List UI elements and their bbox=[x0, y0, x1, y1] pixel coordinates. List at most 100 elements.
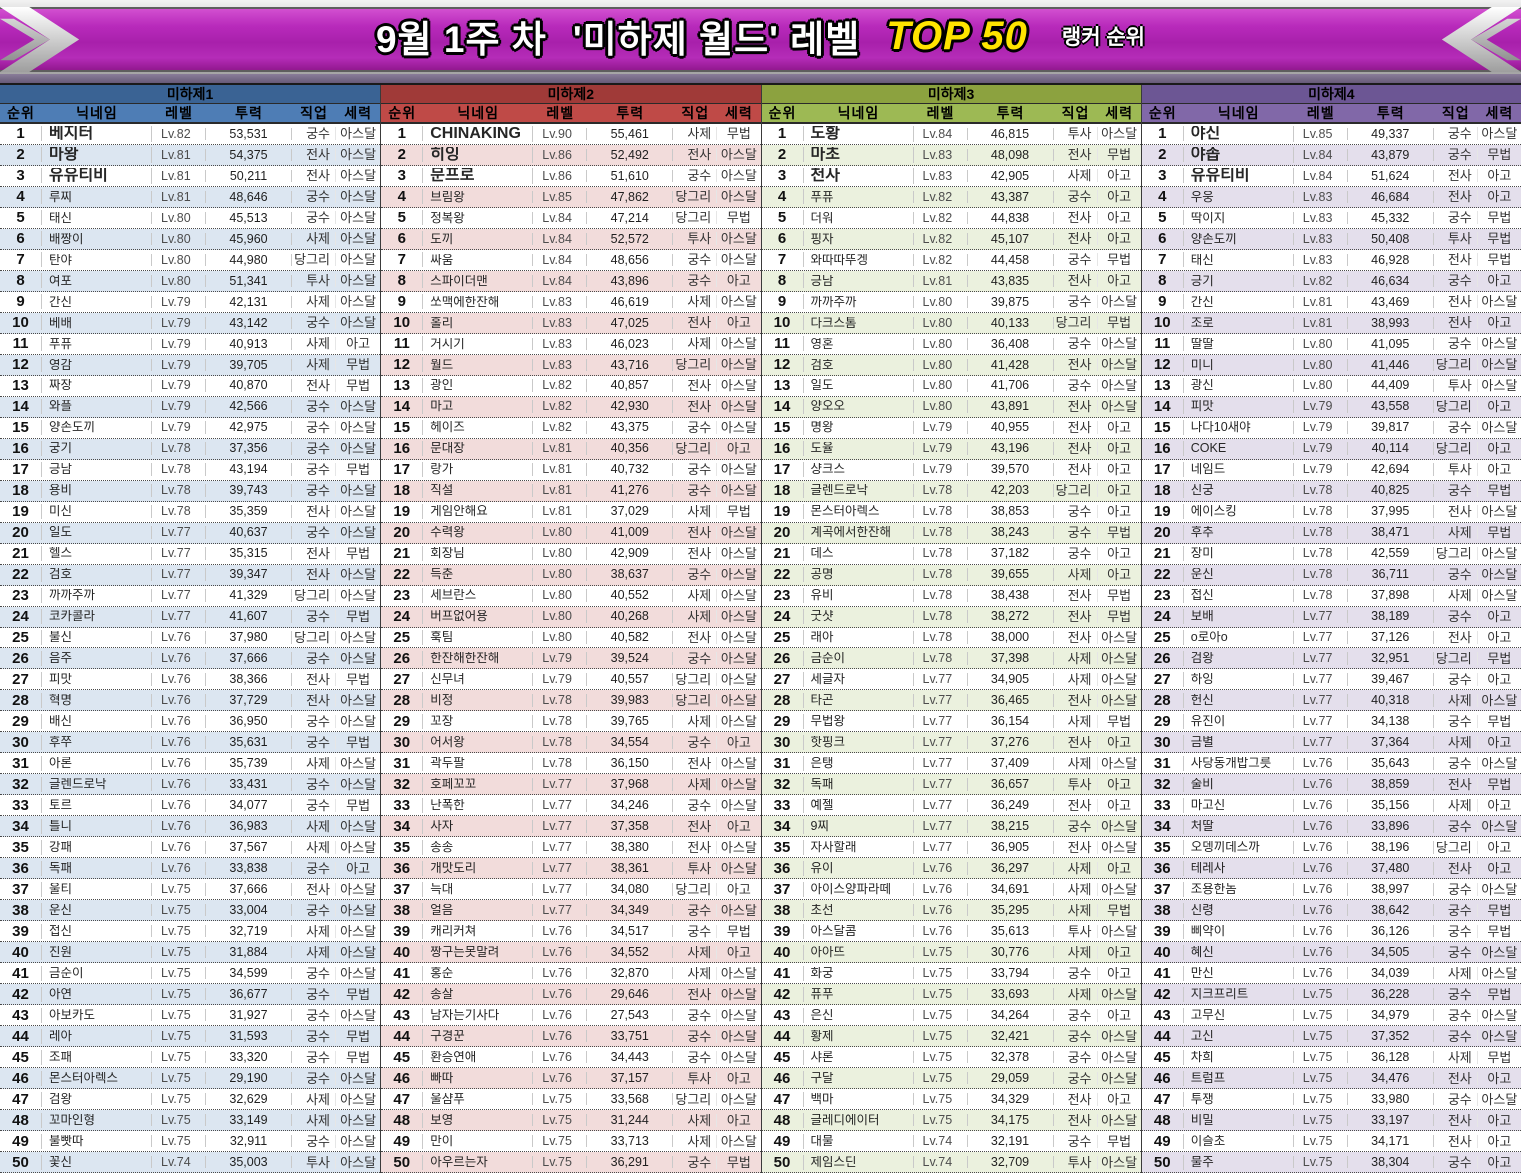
level-cell: Lv.76 bbox=[1294, 924, 1348, 938]
level-cell: Lv.75 bbox=[152, 1134, 206, 1148]
faction-cell: 아고 bbox=[1107, 169, 1132, 183]
nickname-cell: 트럼프 bbox=[1184, 1071, 1294, 1085]
table-row: 10 조로 Lv.81 38,993 전사 아고 bbox=[1141, 312, 1521, 334]
nickname-cell: 샤론 bbox=[804, 1050, 914, 1064]
faction-cell: 무법 bbox=[1487, 714, 1512, 728]
rank-cell: 4 bbox=[381, 189, 424, 205]
power-cell: 42,203 bbox=[968, 484, 1054, 497]
table-row: 18 직설 Lv.81 41,276 궁수 아스달 bbox=[381, 480, 761, 502]
power-cell: 41,095 bbox=[1348, 337, 1434, 351]
power-cell: 32,911 bbox=[206, 1134, 292, 1148]
power-cell: 37,995 bbox=[1348, 505, 1434, 518]
table-row: 38 신령 Lv.76 38,642 궁수 무법 bbox=[1141, 900, 1521, 922]
job-cell: 궁수 bbox=[1434, 714, 1478, 728]
server-title: 미하제1 bbox=[0, 85, 381, 104]
rank-cell: 16 bbox=[1142, 441, 1184, 457]
job-cell: 궁수 bbox=[292, 211, 336, 225]
nickname-cell: 광인 bbox=[423, 379, 534, 392]
level-cell: Lv.82 bbox=[1294, 274, 1348, 288]
faction-cell: 아스달 bbox=[340, 819, 377, 833]
faction-cell: 아스달 bbox=[1101, 924, 1138, 938]
power-cell: 39,817 bbox=[1348, 421, 1434, 434]
column-header: 직업 bbox=[681, 105, 710, 121]
level-cell: Lv.77 bbox=[533, 903, 588, 917]
level-cell: Lv.78 bbox=[914, 526, 968, 539]
power-cell: 35,631 bbox=[206, 736, 292, 749]
job-cell: 사제 bbox=[673, 505, 718, 519]
level-cell: Lv.75 bbox=[1294, 987, 1348, 1001]
rank-cell: 31 bbox=[0, 755, 42, 771]
level-cell: Lv.78 bbox=[914, 652, 968, 665]
job-cell: 전사 bbox=[673, 631, 718, 644]
table-row: 39 아스달콤 Lv.76 35,613 투사 아스달 bbox=[761, 921, 1141, 943]
level-cell: Lv.76 bbox=[152, 694, 206, 707]
table-row: 12 미니 Lv.80 41,446 당그리 아스달 bbox=[1141, 354, 1521, 376]
level-cell: Lv.76 bbox=[152, 799, 206, 812]
table-row: 33 마고신 Lv.76 35,156 사제 아고 bbox=[1141, 795, 1521, 817]
rank-cell: 19 bbox=[762, 504, 804, 520]
rank-cell: 38 bbox=[1142, 902, 1184, 918]
nickname-cell: 헬스 bbox=[42, 547, 152, 560]
level-cell: Lv.75 bbox=[533, 1092, 588, 1106]
power-cell: 34,476 bbox=[1348, 1071, 1434, 1085]
table-row: 21 장미 Lv.78 42,559 당그리 아스달 bbox=[1141, 543, 1521, 565]
power-cell: 40,268 bbox=[587, 610, 674, 623]
level-cell: Lv.77 bbox=[914, 673, 968, 686]
rank-cell: 27 bbox=[1142, 671, 1184, 687]
level-cell: Lv.80 bbox=[533, 631, 588, 644]
power-cell: 39,467 bbox=[1348, 673, 1434, 686]
power-cell: 34,329 bbox=[968, 1092, 1054, 1106]
nickname-cell: 루찌 bbox=[42, 190, 152, 204]
faction-cell: 아고 bbox=[726, 735, 751, 749]
level-cell: Lv.76 bbox=[152, 715, 206, 728]
level-cell: Lv.78 bbox=[914, 568, 968, 581]
job-cell: 궁수 bbox=[1434, 924, 1478, 938]
rank-cell: 48 bbox=[762, 1112, 804, 1128]
job-cell: 사제 bbox=[1434, 526, 1478, 540]
rank-cell: 28 bbox=[762, 692, 804, 708]
level-cell: Lv.75 bbox=[914, 1029, 968, 1043]
nickname-cell: 랑가 bbox=[423, 463, 534, 476]
table-row: 23 까까주까 Lv.77 41,329 당그리 아스달 bbox=[0, 585, 381, 607]
rank-cell: 6 bbox=[381, 231, 424, 247]
power-cell: 37,182 bbox=[968, 547, 1054, 560]
table-row: 20 일도 Lv.77 40,637 궁수 아스달 bbox=[0, 522, 381, 544]
nickname-cell: 송살 bbox=[423, 987, 534, 1001]
nickname-cell: 혁명 bbox=[42, 694, 152, 707]
title-banner: 9월 1주 차 '미하제 월드' 레벨 TOP 50 랭커 순위 bbox=[0, 0, 1521, 83]
level-cell: Lv.84 bbox=[533, 253, 588, 267]
faction-cell: 아스달 bbox=[340, 169, 377, 183]
rank-cell: 6 bbox=[0, 231, 42, 247]
faction-cell: 아스달 bbox=[1481, 505, 1518, 519]
table-row: 11 푸퓨 Lv.79 40,913 사제 아고 bbox=[0, 333, 381, 355]
rank-cell: 9 bbox=[1142, 294, 1184, 310]
nickname-cell: 아우르는자 bbox=[423, 1155, 534, 1169]
level-cell: Lv.84 bbox=[533, 211, 588, 225]
job-cell: 궁수 bbox=[292, 651, 336, 665]
rank-cell: 5 bbox=[762, 210, 804, 226]
faction-cell: 무법 bbox=[1487, 211, 1512, 225]
job-cell: 전사 bbox=[1054, 211, 1098, 225]
title-week: 9월 1주 차 bbox=[375, 19, 547, 60]
rank-cell: 3 bbox=[762, 168, 804, 184]
table-row: 39 삐약이 Lv.76 36,126 궁수 무법 bbox=[1141, 921, 1521, 943]
nickname-cell: 검왕 bbox=[1184, 652, 1294, 665]
level-cell: Lv.75 bbox=[914, 1071, 968, 1085]
level-cell: Lv.83 bbox=[914, 148, 968, 162]
nickname-cell: 글렌드로낙 bbox=[42, 778, 152, 791]
power-cell: 38,637 bbox=[587, 568, 674, 581]
column-header: 투력 bbox=[1376, 105, 1405, 121]
nickname-cell: 푸퓨 bbox=[804, 190, 914, 204]
table-row: 44 고신 Lv.75 37,352 궁수 아스달 bbox=[1141, 1026, 1521, 1048]
power-cell: 32,421 bbox=[968, 1029, 1054, 1043]
nickname-cell: 명왕 bbox=[804, 421, 914, 434]
level-cell: Lv.80 bbox=[152, 211, 206, 225]
table-row: 2 마왕 Lv.81 54,375 전사 아스달 bbox=[0, 144, 381, 166]
rank-cell: 23 bbox=[0, 588, 42, 604]
nickname-cell: 비밀 bbox=[1184, 1113, 1294, 1127]
table-row: 37 울티 Lv.75 37,666 전사 아스달 bbox=[0, 879, 381, 901]
faction-cell: 아스달 bbox=[340, 505, 377, 519]
table-row: 14 와플 Lv.79 42,566 궁수 아스달 bbox=[0, 396, 381, 418]
rank-cell: 39 bbox=[1142, 923, 1184, 939]
nickname-cell: 딱이지 bbox=[1184, 211, 1294, 225]
